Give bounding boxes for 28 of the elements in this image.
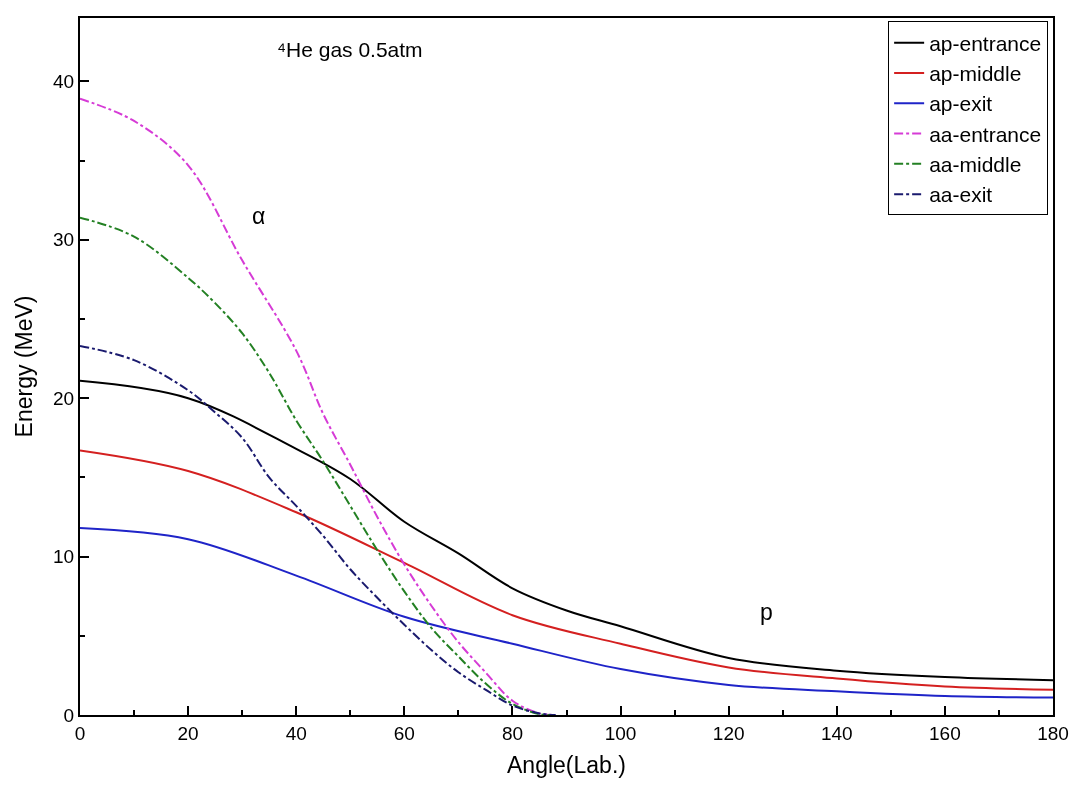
line-series xyxy=(80,527,1053,699)
y-tick-label: 20 xyxy=(53,387,75,409)
x-tick-label: 120 xyxy=(712,722,745,744)
x-tick-label: 40 xyxy=(285,722,307,744)
x-tick-label: 60 xyxy=(393,722,415,744)
x-tick-label: 20 xyxy=(177,722,199,744)
legend-label: aa-entrance xyxy=(929,122,1042,146)
x-tick-label: 160 xyxy=(929,722,961,744)
y-tick-label: 40 xyxy=(53,71,75,93)
legend-label: ap-middle xyxy=(929,62,1022,86)
legend-label: aa-exit xyxy=(929,183,993,207)
line-series xyxy=(80,344,557,715)
x-tick-label: 180 xyxy=(1037,722,1069,744)
y-tick-label: 0 xyxy=(63,704,75,726)
line-series xyxy=(80,449,1053,691)
y-tick-label: 10 xyxy=(53,546,75,568)
x-tick-label: 140 xyxy=(820,722,853,744)
legend-label: ap-exit xyxy=(929,92,993,116)
x-axis-title: Angle(Lab.) xyxy=(507,751,626,778)
legend-label: ap-entrance xyxy=(929,31,1042,55)
annotation: ⁴He gas 0.5atm xyxy=(277,38,423,61)
y-tick-label: 30 xyxy=(53,229,75,251)
y-axis-title: Energy (MeV) xyxy=(11,295,38,438)
annotation: p xyxy=(760,599,773,625)
x-tick-label: 100 xyxy=(604,722,637,744)
legend-label: aa-middle xyxy=(929,153,1022,177)
x-tick-label: 80 xyxy=(501,722,524,744)
annotation: α xyxy=(252,203,266,229)
